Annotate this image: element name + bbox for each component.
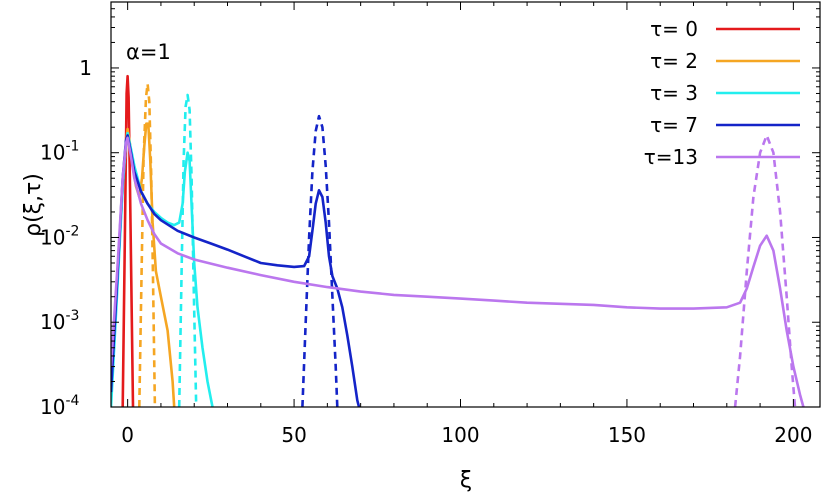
x-tick-label: 200 [774,423,812,447]
series-2-dashed-line [138,82,157,407]
legend-label: τ= 7 [650,113,698,137]
legend-label: τ=13 [644,145,698,169]
series-4-solid-line [111,134,361,407]
series-layer [111,74,805,407]
ticks-layer: 0 50 100 150 200 10-4 10-3 10-2 10-1 1 [40,1,820,447]
x-tick-label: 50 [281,423,306,447]
alpha-annotation: α=1 [126,40,171,64]
legend-label: τ= 2 [650,49,698,73]
x-tick-label: 0 [121,423,134,447]
series-3-dashed-line [177,93,198,407]
series-5-dashed-line [733,134,797,407]
y-tick-label: 10-2 [40,223,79,249]
series-5-solid-line [111,136,805,407]
y-axis-label: ρ(ξ,τ) [21,173,46,237]
x-tick-label: 100 [441,423,479,447]
x-axis-label: ξ [460,468,472,493]
legend-label: τ= 3 [650,81,698,105]
y-tick-label: 10-3 [40,308,79,334]
legend: τ= 0 τ= 2 τ= 3 τ= 7 τ=13 [644,17,800,169]
series-1-solid-line [121,74,135,407]
y-tick-label: 1 [79,56,92,80]
y-tick-label: 10-1 [40,139,79,165]
legend-label: τ= 0 [650,17,698,41]
y-tick-label: 10-4 [40,393,80,419]
series-4-dashed-line [301,114,339,407]
x-tick-label: 150 [608,423,646,447]
plot-frame [110,1,821,408]
